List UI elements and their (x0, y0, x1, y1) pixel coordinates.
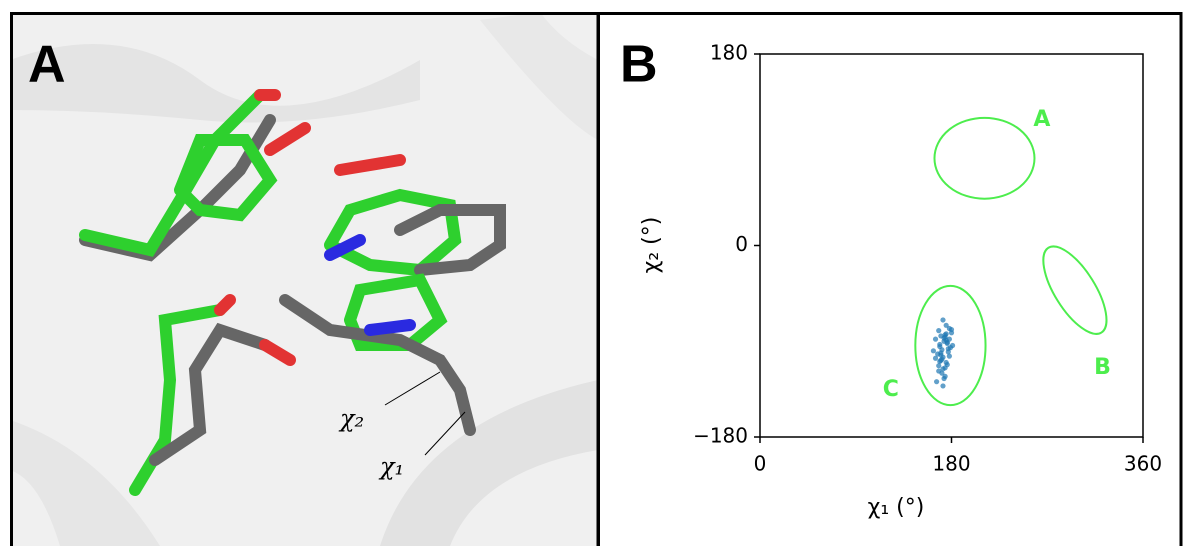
point (936, 328, 941, 333)
region-ellipse (934, 118, 1034, 199)
point (950, 343, 955, 348)
region-label: B (1094, 355, 1111, 380)
point (944, 331, 949, 336)
stick (370, 325, 410, 330)
point (949, 327, 954, 332)
y-tick-label: 0 (735, 232, 748, 256)
y-tick-label: −180 (693, 424, 748, 448)
x-tick-label: 360 (1124, 452, 1162, 476)
point (938, 352, 943, 357)
region-label: C (883, 377, 899, 402)
panel-border (598, 14, 1181, 546)
point (946, 346, 951, 351)
region-label: A (1033, 107, 1050, 132)
point (937, 359, 942, 364)
y-axis-label: χ₂ (°) (639, 217, 664, 274)
annotation: χ₂ (338, 405, 364, 433)
point (945, 362, 950, 367)
annotation: χ₁ (378, 453, 404, 481)
y-tick-label: 180 (710, 41, 748, 65)
x-tick-label: 0 (754, 452, 767, 476)
point (934, 379, 939, 384)
region-ellipse (1031, 237, 1118, 343)
point (940, 383, 945, 388)
panel-label: B (620, 36, 658, 94)
point (940, 317, 945, 322)
point (933, 337, 938, 342)
x-tick-label: 180 (932, 452, 970, 476)
point (940, 366, 945, 371)
point (943, 374, 948, 379)
point (947, 354, 952, 359)
panel-label: A (28, 36, 66, 94)
x-axis-label: χ₁ (°) (868, 495, 925, 520)
figure: χ₂ χ₁ A B χ₁ (°) χ₂ (°) 0180360−1800180A… (0, 0, 1183, 546)
plot-frame (760, 54, 1143, 437)
point (933, 356, 938, 361)
panel-a: χ₂ χ₁ A (10, 12, 599, 546)
point (937, 342, 942, 347)
point (931, 348, 936, 353)
point (947, 337, 952, 342)
stick (220, 300, 230, 310)
